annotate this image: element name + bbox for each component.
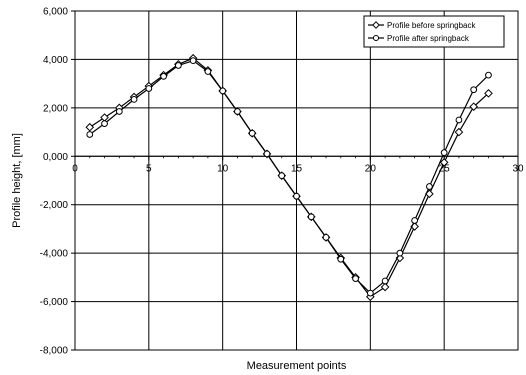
data-point xyxy=(234,108,241,115)
series-layer xyxy=(85,53,493,302)
data-point xyxy=(440,149,448,157)
legend-item: Profile after springback xyxy=(368,34,470,43)
legend-label: Profile before springback xyxy=(387,21,476,30)
legend-label: Profile after springback xyxy=(387,34,470,43)
series-line xyxy=(89,59,489,294)
x-tick-label: 15 xyxy=(291,163,303,174)
y-tick-label: -6,000 xyxy=(40,297,69,308)
y-tick-label: 0,000 xyxy=(43,152,68,163)
data-point xyxy=(278,172,286,180)
series-2 xyxy=(86,57,492,297)
data-point xyxy=(469,102,479,111)
x-tick-label: 25 xyxy=(439,163,451,174)
x-axis-title: Measurement points xyxy=(247,360,347,372)
grid-lines xyxy=(75,11,518,350)
x-tick-label: 10 xyxy=(217,163,229,174)
y-tick-label: 2,000 xyxy=(43,103,68,114)
data-point xyxy=(293,192,300,200)
y-tick-label: 4,000 xyxy=(43,55,68,66)
data-point xyxy=(100,113,109,122)
y-axis-title: Profile height, [mm] xyxy=(11,133,23,228)
data-point xyxy=(85,122,95,132)
y-tick-label: -8,000 xyxy=(40,346,69,357)
series-1 xyxy=(85,53,493,302)
y-tick-label: -2,000 xyxy=(40,200,69,211)
legend-item: Profile before springback xyxy=(368,21,476,30)
x-tick-label: 30 xyxy=(512,163,524,174)
data-point xyxy=(485,71,492,79)
data-point xyxy=(381,277,389,285)
data-point xyxy=(470,86,478,94)
x-tick-label: 20 xyxy=(365,163,377,174)
data-point xyxy=(366,289,374,297)
x-tick-label: 5 xyxy=(146,163,152,174)
data-point xyxy=(86,131,94,138)
data-point xyxy=(454,127,464,137)
data-point xyxy=(115,108,123,115)
data-point xyxy=(439,158,449,167)
y-tick-label: 6,000 xyxy=(43,7,68,18)
data-point xyxy=(380,282,390,292)
data-point xyxy=(174,62,182,69)
legend-marker xyxy=(372,21,380,29)
legend-box xyxy=(363,15,505,48)
data-point xyxy=(189,57,197,65)
data-point xyxy=(352,275,359,282)
plot-area xyxy=(74,10,519,351)
legend-marker xyxy=(372,34,380,42)
data-point xyxy=(322,234,330,241)
data-point xyxy=(263,150,271,158)
data-point xyxy=(101,120,108,127)
series-line xyxy=(89,57,489,298)
x-tick-label: 0 xyxy=(72,163,78,174)
data-point xyxy=(130,96,138,103)
data-point xyxy=(248,129,256,137)
data-point xyxy=(337,255,345,263)
axis-ticks: 0 5 10 15 20 25 30 6,000 4,000 2,000 0,000 -2,000 -4… xyxy=(40,7,524,357)
data-point xyxy=(204,68,212,75)
data-point xyxy=(455,116,463,124)
data-point xyxy=(411,217,419,224)
legend: Profile before springback Profile after s… xyxy=(363,15,505,48)
data-point xyxy=(160,72,167,80)
y-tick-label: -4,000 xyxy=(40,249,69,260)
data-point xyxy=(219,87,227,95)
data-point xyxy=(396,249,404,257)
data-point xyxy=(145,85,153,92)
data-point xyxy=(307,213,315,221)
data-point xyxy=(484,89,493,98)
data-point xyxy=(426,183,433,190)
